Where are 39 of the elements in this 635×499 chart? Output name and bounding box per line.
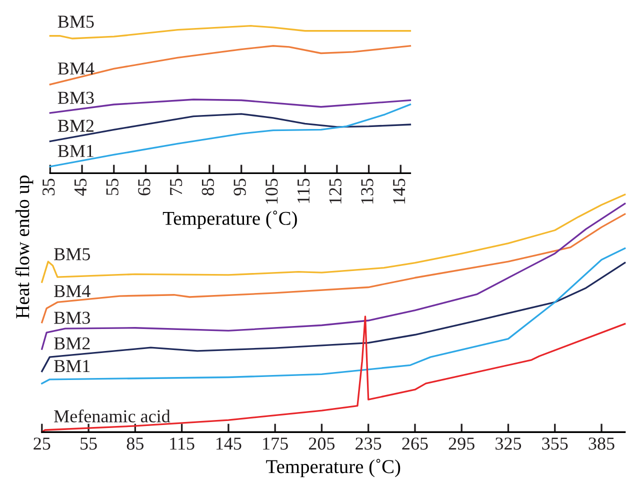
x-tick-label: 145 [216, 438, 242, 450]
x-tick-label: 235 [356, 438, 382, 450]
x-tick-label: 115 [170, 438, 194, 450]
series-label: BM5 [58, 16, 94, 28]
x-tick-label: 55 [80, 438, 97, 450]
series-label: BM3 [58, 92, 94, 104]
x-tick-label: 115 [297, 178, 310, 203]
x-axis-title: Temperature (˚C) [266, 458, 400, 478]
x-tick-label: 45 [74, 178, 87, 196]
x-tick-label: 265 [402, 438, 428, 450]
series-label: BM2 [58, 120, 94, 132]
series-label: Mefenamic acid [54, 409, 170, 422]
x-tick-label: 25 [34, 438, 50, 450]
x-tick-label: 35 [42, 178, 55, 196]
x-tick-label: 85 [126, 438, 144, 450]
x-tick-label: 295 [448, 438, 474, 450]
x-tick-label: 65 [138, 178, 150, 196]
series-label: BM4 [58, 62, 94, 74]
series-label: BM1 [54, 360, 90, 372]
x-tick-label: 175 [263, 438, 288, 450]
series-label: BM5 [54, 248, 90, 260]
x-tick-label: 125 [329, 178, 342, 204]
x-tick-label: 85 [202, 178, 214, 196]
x-tick-label: 145 [393, 178, 406, 204]
x-tick-label: 325 [496, 438, 522, 450]
x-tick-label: 385 [588, 438, 614, 450]
x-tick-label: 355 [542, 438, 568, 450]
x-tick-label: 55 [106, 178, 118, 196]
x-tick-label: 75 [170, 178, 182, 195]
series-label: BM4 [54, 285, 90, 298]
y-axis-title: Heat flow endo up [15, 176, 34, 318]
x-axis-title: Temperature (˚C) [162, 210, 297, 229]
series-label: BM1 [58, 145, 94, 157]
series-label: BM2 [54, 337, 90, 350]
x-tick-label: 95 [234, 178, 246, 196]
x-tick-label: 105 [266, 178, 278, 204]
x-tick-label: 205 [308, 438, 335, 450]
series-label: BM3 [54, 312, 90, 324]
x-tick-label: 135 [361, 178, 374, 204]
